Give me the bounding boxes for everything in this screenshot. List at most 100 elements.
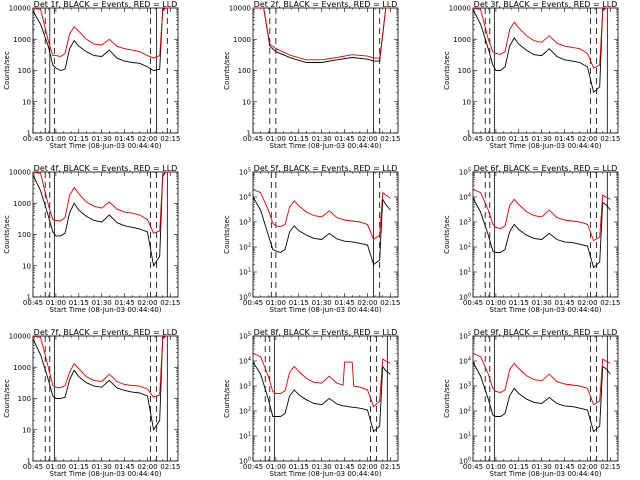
y-tick-label: 102 bbox=[239, 243, 251, 252]
x-tick-label: 01:00 bbox=[486, 135, 506, 143]
x-axis-label: Start Time (08-Jun-03 00:44:40) bbox=[490, 142, 602, 150]
plot-frame bbox=[472, 335, 619, 462]
panel-title: Det 7f, BLACK = Events, RED = LLD bbox=[34, 328, 178, 337]
x-tick-label: 02:15 bbox=[160, 299, 180, 307]
x-tick-label: 01:30 bbox=[312, 463, 332, 471]
panel-title: Det 3f, BLACK = Events, RED = LLD bbox=[474, 0, 618, 9]
y-tick-label: 10 bbox=[22, 426, 31, 434]
y-tick-label: 1000 bbox=[453, 36, 471, 44]
y-axis-label: Counts/sec bbox=[223, 379, 231, 418]
y-tick-label: 101 bbox=[459, 432, 471, 441]
x-tick-label: 01:15 bbox=[289, 135, 309, 143]
lld-series-line bbox=[252, 353, 391, 408]
y-axis-label: Counts/sec bbox=[3, 51, 11, 90]
detector-panel-2: Det 2f, BLACK = Events, RED = LLD 1 10 100 1… bbox=[223, 0, 400, 150]
x-tick-label: 01:00 bbox=[46, 135, 66, 143]
detector-panel-7: Det 7f, BLACK = Events, RED = LLD 1 10 100 1… bbox=[3, 328, 180, 478]
y-tick-label: 1 bbox=[247, 130, 251, 138]
x-tick-label: 01:45 bbox=[334, 135, 354, 143]
x-tick-label: 01:15 bbox=[509, 299, 529, 307]
x-tick-label: 02:00 bbox=[137, 135, 157, 143]
x-axis-label: Start Time (08-Jun-03 00:44:40) bbox=[50, 306, 162, 314]
y-tick-label: 10000 bbox=[9, 5, 31, 13]
y-tick-label: 1000 bbox=[13, 200, 31, 208]
events-series-line bbox=[252, 196, 391, 266]
lld-series-line bbox=[472, 189, 611, 242]
x-tick-label: 02:00 bbox=[137, 299, 157, 307]
x-tick-label: 01:00 bbox=[266, 463, 286, 471]
events-series-line bbox=[472, 197, 611, 269]
y-tick-label: 105 bbox=[239, 168, 251, 177]
x-tick-label: 01:45 bbox=[334, 299, 354, 307]
y-tick-label: 105 bbox=[239, 332, 251, 341]
y-tick-label: 100 bbox=[239, 293, 251, 302]
y-tick-label: 105 bbox=[459, 168, 471, 177]
events-series-line bbox=[32, 335, 171, 432]
y-tick-label: 1000 bbox=[13, 364, 31, 372]
plot-frame bbox=[472, 171, 619, 298]
detector-panel-1: Det 1f, BLACK = Events, RED = LLD 1 10 100 1… bbox=[3, 0, 180, 150]
y-tick-label: 100 bbox=[18, 395, 31, 403]
y-tick-label: 104 bbox=[459, 357, 471, 366]
y-tick-label: 103 bbox=[239, 382, 251, 391]
y-tick-label: 101 bbox=[459, 268, 471, 277]
panel-title: Det 6f, BLACK = Events, RED = LLD bbox=[474, 164, 618, 173]
x-tick-label: 02:00 bbox=[357, 135, 377, 143]
y-tick-label: 10000 bbox=[9, 169, 31, 177]
panel-title: Det 1f, BLACK = Events, RED = LLD bbox=[34, 0, 178, 9]
lld-series-line bbox=[32, 335, 171, 398]
x-tick-label: 01:15 bbox=[509, 135, 529, 143]
x-tick-label: 02:00 bbox=[137, 463, 157, 471]
x-axis-label: Start Time (08-Jun-03 00:44:40) bbox=[270, 470, 382, 478]
x-tick-label: 01:45 bbox=[114, 463, 134, 471]
x-tick-label: 01:45 bbox=[554, 299, 574, 307]
y-tick-label: 1 bbox=[27, 130, 31, 138]
y-tick-label: 1 bbox=[467, 130, 471, 138]
x-tick-label: 02:15 bbox=[160, 135, 180, 143]
y-tick-label: 1000 bbox=[13, 36, 31, 44]
x-axis-label: Start Time (08-Jun-03 00:44:40) bbox=[270, 142, 382, 150]
x-tick-label: 02:15 bbox=[600, 299, 620, 307]
x-tick-label: 02:15 bbox=[600, 135, 620, 143]
x-tick-label: 02:15 bbox=[380, 299, 400, 307]
x-tick-label: 01:00 bbox=[486, 299, 506, 307]
x-tick-label: 01:30 bbox=[312, 299, 332, 307]
x-tick-label: 00:45 bbox=[23, 135, 43, 143]
x-axis-label: Start Time (08-Jun-03 00:44:40) bbox=[490, 306, 602, 314]
y-tick-label: 100 bbox=[18, 231, 31, 239]
x-tick-label: 02:00 bbox=[357, 299, 377, 307]
x-tick-label: 01:45 bbox=[554, 463, 574, 471]
x-tick-label: 01:45 bbox=[114, 299, 134, 307]
x-tick-label: 01:15 bbox=[69, 299, 89, 307]
x-axis-label: Start Time (08-Jun-03 00:44:40) bbox=[50, 142, 162, 150]
y-tick-label: 10000 bbox=[229, 5, 251, 13]
y-tick-label: 100 bbox=[238, 67, 251, 75]
x-tick-label: 00:45 bbox=[23, 299, 43, 307]
x-tick-label: 02:00 bbox=[577, 463, 597, 471]
x-tick-label: 00:45 bbox=[463, 463, 483, 471]
panel-title: Det 2f, BLACK = Events, RED = LLD bbox=[254, 0, 398, 9]
events-series-line bbox=[472, 7, 611, 94]
x-tick-label: 01:30 bbox=[312, 135, 332, 143]
y-tick-label: 1 bbox=[27, 458, 31, 466]
y-tick-label: 100 bbox=[239, 457, 251, 466]
y-tick-label: 101 bbox=[239, 268, 251, 277]
detector-panel-3: Det 3f, BLACK = Events, RED = LLD 1 10 100 1… bbox=[443, 0, 620, 150]
x-tick-label: 00:45 bbox=[463, 135, 483, 143]
y-axis-label: Counts/sec bbox=[3, 215, 11, 254]
panel-title: Det 8f, BLACK = Events, RED = LLD bbox=[254, 328, 398, 337]
detector-panel-9: Det 9f, BLACK = Events, RED = LLD 100 101 1… bbox=[443, 328, 620, 478]
y-tick-label: 10 bbox=[242, 98, 251, 106]
y-tick-label: 103 bbox=[459, 218, 471, 227]
y-tick-label: 10000 bbox=[9, 333, 31, 341]
y-axis-label: Counts/sec bbox=[223, 215, 231, 254]
events-series-line bbox=[252, 361, 391, 433]
x-tick-label: 01:15 bbox=[69, 463, 89, 471]
x-tick-label: 02:00 bbox=[577, 135, 597, 143]
y-axis-label: Counts/sec bbox=[443, 51, 451, 90]
plot-frame bbox=[252, 171, 399, 298]
y-tick-label: 10 bbox=[22, 262, 31, 270]
y-tick-label: 102 bbox=[459, 243, 471, 252]
y-axis-label: Counts/sec bbox=[223, 51, 231, 90]
